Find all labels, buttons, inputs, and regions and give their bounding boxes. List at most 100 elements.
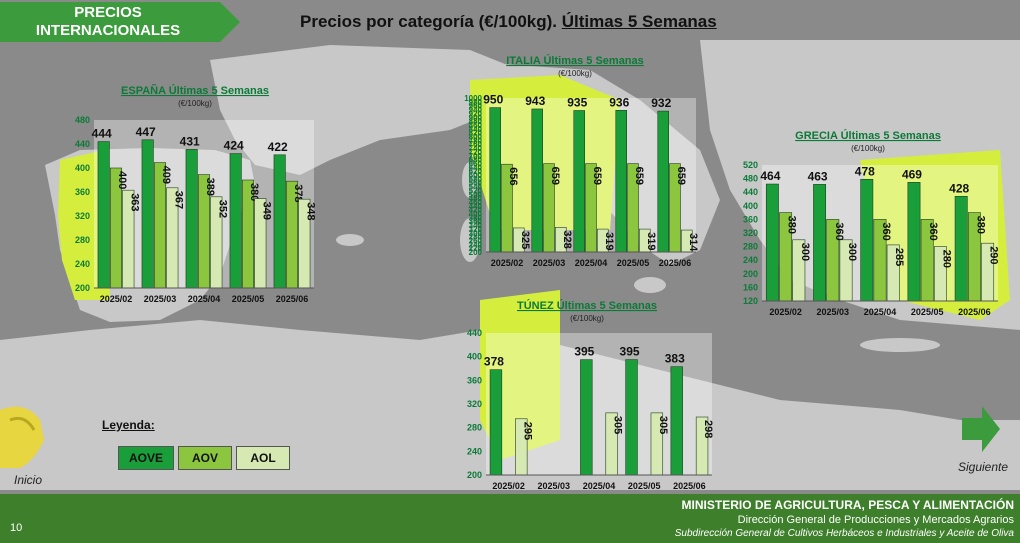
y-tick-label: 620 <box>469 167 483 176</box>
data-label-aove: 478 <box>855 164 875 178</box>
data-label-aol: 319 <box>645 232 657 250</box>
y-tick-label: 880 <box>469 117 483 126</box>
chart-title: GRECIA Últimas 5 Semanas <box>795 129 941 142</box>
x-tick-label: 2025/03 <box>817 307 850 317</box>
chart-title: ITALIA Últimas 5 Semanas <box>506 54 644 67</box>
data-label-aove: 935 <box>567 96 587 110</box>
x-tick-label: 2025/05 <box>617 258 650 268</box>
y-tick-label: 480 <box>743 174 758 184</box>
data-label-aove: 431 <box>180 134 200 148</box>
y-tick-label: 480 <box>75 115 90 125</box>
data-label-aove: 943 <box>525 94 545 108</box>
y-tick-label: 860 <box>469 121 483 130</box>
chart-grecia: GRECIA Últimas 5 Semanas (€/100kg) 120 160 2… <box>743 129 1000 317</box>
y-tick-label: 360 <box>743 214 758 224</box>
section-banner <box>0 2 240 42</box>
y-tick-label: 280 <box>467 423 482 433</box>
x-tick-label: 2025/05 <box>911 307 944 317</box>
y-tick-label: 740 <box>469 144 483 153</box>
y-tick-label: 760 <box>469 140 483 149</box>
y-tick-label: 320 <box>469 225 483 234</box>
y-tick-label: 360 <box>467 375 482 385</box>
bar-aove <box>573 110 585 253</box>
y-tick-label: 640 <box>469 163 483 172</box>
y-tick-label: 320 <box>467 399 482 409</box>
y-tick-label: 520 <box>743 160 758 170</box>
bar-aove <box>765 183 779 302</box>
data-label-aove: 444 <box>92 127 112 141</box>
data-label-aove: 422 <box>268 140 288 154</box>
data-label-aove: 424 <box>224 139 244 153</box>
data-label-aol: 349 <box>260 202 272 220</box>
data-label-aol: 285 <box>893 248 905 266</box>
chart-title: TÚNEZ Últimas 5 Semanas <box>517 299 657 312</box>
chart-subtitle: (€/100kg) <box>178 99 212 108</box>
bar-aove <box>141 139 154 289</box>
olive-oil-icon[interactable] <box>0 400 50 470</box>
y-tick-label: 240 <box>743 255 758 265</box>
y-tick-label: 400 <box>467 352 482 362</box>
y-tick-label: 940 <box>469 106 483 115</box>
y-tick-label: 420 <box>469 206 483 215</box>
data-label-aove: 469 <box>902 167 922 181</box>
data-label-aol: 348 <box>304 202 316 220</box>
y-tick-label: 400 <box>75 163 90 173</box>
data-label-aov: 380 <box>248 183 260 201</box>
data-label-aol: 367 <box>172 191 184 209</box>
data-label-aov: 659 <box>633 167 645 185</box>
y-tick-label: 240 <box>467 446 482 456</box>
home-link[interactable]: Inicio <box>14 473 43 487</box>
chart-title: ESPAÑA Últimas 5 Semanas <box>121 84 269 97</box>
data-label-aov: 360 <box>927 222 939 240</box>
y-tick-label: 240 <box>75 259 90 269</box>
chart-italia: ITALIA Últimas 5 Semanas(€/100kg)2002202… <box>464 54 699 268</box>
x-tick-label: 2025/06 <box>276 294 309 304</box>
y-tick-label: 820 <box>469 129 483 138</box>
y-tick-label: 440 <box>467 328 482 338</box>
section-title-line2: INTERNACIONALES <box>35 22 181 39</box>
y-tick-label: 360 <box>469 217 483 226</box>
legend-title-text: Leyenda <box>102 418 151 432</box>
y-tick-label: 500 <box>469 190 483 199</box>
data-label-aove: 378 <box>484 355 504 369</box>
page-number: 10 <box>10 522 23 534</box>
y-tick-label: 600 <box>469 171 483 180</box>
x-tick-label: 2025/04 <box>583 481 616 491</box>
bar-aove <box>625 359 638 476</box>
data-label-aov: 400 <box>116 171 128 189</box>
data-label-aov: 656 <box>507 167 519 185</box>
next-arrow-icon[interactable] <box>962 404 1002 454</box>
y-tick-label: 280 <box>75 235 90 245</box>
y-tick-label: 280 <box>469 233 483 242</box>
bar-aove <box>273 154 286 289</box>
y-tick-label: 920 <box>469 109 483 118</box>
bar-aove <box>860 178 874 302</box>
data-label-aol: 298 <box>702 420 714 438</box>
data-label-aove: 428 <box>949 181 969 195</box>
data-label-aol: 295 <box>521 422 533 440</box>
data-label-aove: 395 <box>620 345 640 359</box>
bar-aove <box>615 110 627 253</box>
data-label-aov: 659 <box>591 167 603 185</box>
chart-subtitle: (€/100kg) <box>851 144 885 153</box>
bar-aove <box>489 107 501 253</box>
data-label-aov: 378 <box>292 184 304 202</box>
x-tick-label: 2025/02 <box>492 481 525 491</box>
chart-espana: ESPAÑA Últimas 5 Semanas (€/100kg) 200 240 2… <box>75 84 316 304</box>
page-title-prefix: Precios por categoría (€/100kg). <box>300 12 562 31</box>
y-tick-label: 200 <box>469 248 483 257</box>
bar-aove <box>97 141 110 289</box>
legend-aol: AOL <box>236 446 290 470</box>
data-label-aov: 360 <box>833 222 845 240</box>
x-tick-label: 2025/03 <box>144 294 177 304</box>
next-link[interactable]: Siguiente <box>958 460 1009 474</box>
data-label-aov: 409 <box>160 166 172 184</box>
x-tick-label: 2025/03 <box>538 481 571 491</box>
x-tick-label: 2025/06 <box>673 481 706 491</box>
x-tick-label: 2025/02 <box>491 258 524 268</box>
x-tick-label: 2025/06 <box>659 258 692 268</box>
y-tick-label: 380 <box>469 213 483 222</box>
footer: MINISTERIO DE AGRICULTURA, PESCA Y ALIME… <box>0 494 1020 543</box>
data-label-aove: 464 <box>760 169 780 183</box>
data-label-aol: 314 <box>687 233 699 252</box>
